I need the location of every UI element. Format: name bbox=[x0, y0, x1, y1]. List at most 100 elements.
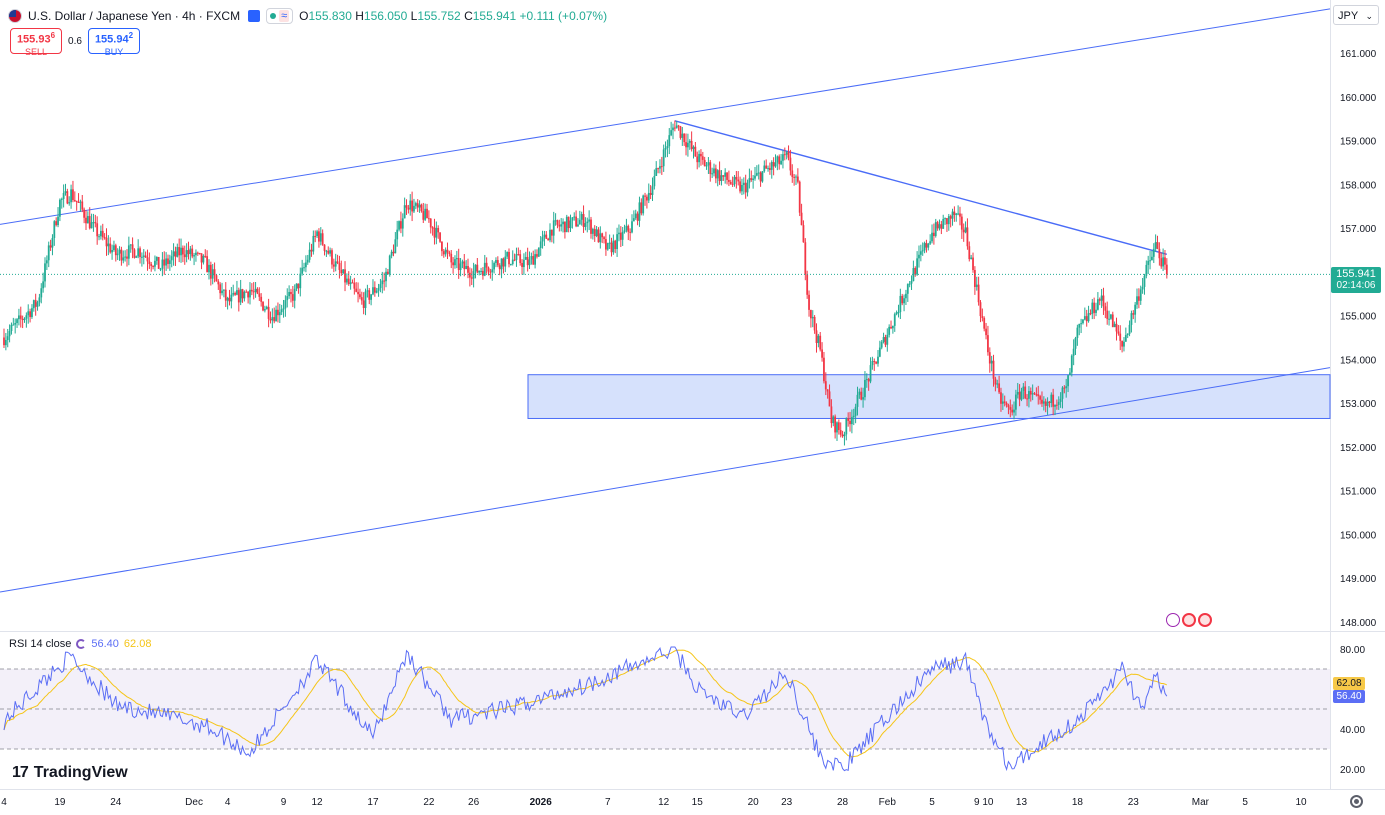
time-tick-label: Dec bbox=[185, 797, 203, 808]
candle-up bbox=[623, 230, 626, 232]
trade-panel: 155.936 SELL 0.6 155.942 BUY bbox=[10, 28, 140, 57]
candle-up bbox=[1074, 337, 1077, 349]
price-axis[interactable]: 161.000160.000159.000158.000157.000156.0… bbox=[1340, 49, 1377, 629]
candle-up bbox=[543, 234, 546, 238]
candle-up bbox=[18, 315, 20, 320]
candle-up bbox=[1067, 375, 1069, 387]
candle-down bbox=[526, 256, 529, 266]
candle-up bbox=[221, 290, 223, 294]
status-pill[interactable]: ≈ bbox=[266, 8, 294, 24]
candle-down bbox=[536, 254, 538, 257]
candle-up bbox=[118, 249, 121, 254]
visibility-icon[interactable] bbox=[248, 10, 261, 22]
price-tick-label: 148.000 bbox=[1340, 618, 1377, 629]
candle-up bbox=[127, 245, 130, 259]
candle-down bbox=[482, 270, 484, 276]
buy-button[interactable]: 155.942 BUY bbox=[88, 28, 140, 57]
candle-up bbox=[878, 347, 881, 357]
candle-down bbox=[778, 156, 781, 165]
rsi-title[interactable]: RSI 14 close bbox=[9, 638, 72, 650]
candle-down bbox=[806, 274, 809, 295]
candle-down bbox=[685, 142, 687, 148]
candle-down bbox=[75, 200, 78, 202]
candle-up bbox=[975, 284, 978, 287]
flag-icon[interactable] bbox=[1198, 613, 1212, 627]
candle-down bbox=[1098, 299, 1101, 301]
candle-up bbox=[32, 300, 35, 309]
ohlc-values: O155.830 H156.050 L155.752 C155.941 +0.1… bbox=[299, 9, 607, 23]
candle-down bbox=[245, 291, 248, 293]
candle-down bbox=[513, 259, 516, 261]
candle-down bbox=[1024, 386, 1027, 399]
sell-button[interactable]: 155.936 SELL bbox=[10, 28, 62, 57]
candle-down bbox=[353, 282, 356, 289]
flash-icon[interactable] bbox=[1166, 613, 1180, 627]
candle-up bbox=[634, 213, 637, 219]
candle-down bbox=[884, 337, 887, 345]
candle-up bbox=[1162, 257, 1165, 267]
candle-down bbox=[750, 178, 753, 180]
price-tick-label: 150.000 bbox=[1340, 530, 1377, 541]
time-tick-label: 7 bbox=[605, 797, 611, 808]
candle-down bbox=[150, 264, 153, 266]
time-tick-label: 5 bbox=[1242, 797, 1248, 808]
candle-down bbox=[318, 231, 320, 242]
candle-up bbox=[757, 172, 760, 174]
open-value: 155.830 bbox=[308, 9, 352, 23]
settings-gear-icon[interactable] bbox=[1350, 795, 1363, 808]
candle-up bbox=[480, 270, 482, 272]
rsi-legend[interactable]: RSI 14 close 56.40 62.08 bbox=[9, 638, 151, 650]
candle-up bbox=[776, 156, 779, 163]
candle-down bbox=[126, 256, 128, 259]
candle-up bbox=[68, 202, 71, 204]
candle-up bbox=[403, 205, 406, 219]
candle-down bbox=[847, 418, 850, 421]
symbol-legend[interactable]: U.S. Dollar / Japanese Yen · 4h · FXCM ≈… bbox=[8, 7, 607, 25]
candle-down bbox=[198, 252, 201, 254]
candle-up bbox=[1059, 398, 1062, 402]
time-tick-label: 12 bbox=[312, 797, 324, 808]
candle-up bbox=[230, 294, 233, 302]
candle-up bbox=[1128, 324, 1131, 334]
candle-down bbox=[66, 191, 69, 204]
candle-down bbox=[429, 218, 432, 228]
candle-down bbox=[731, 183, 734, 185]
price-tick-label: 153.000 bbox=[1340, 399, 1377, 410]
candle-up bbox=[1143, 275, 1146, 287]
candle-up bbox=[1001, 401, 1004, 404]
event-icons bbox=[1166, 613, 1212, 627]
candle-up bbox=[681, 133, 684, 138]
candle-up bbox=[996, 383, 999, 385]
candle-down bbox=[392, 251, 395, 254]
tradingview-logo[interactable]: 17 TradingView bbox=[12, 764, 128, 782]
currency-select[interactable]: JPY ⌄ bbox=[1333, 5, 1379, 25]
symbol-title[interactable]: U.S. Dollar / Japanese Yen · 4h · FXCM bbox=[28, 9, 241, 23]
time-axis[interactable]: 4 19 24 Dec 4 9 12 17 22 26 2026 7 12 15 20 23 28 Feb 5 9 10… bbox=[1, 797, 1307, 808]
candle-up bbox=[869, 365, 872, 382]
candle-up bbox=[226, 297, 229, 301]
candle-down bbox=[532, 256, 535, 265]
candle-down bbox=[191, 248, 194, 257]
candle-down bbox=[636, 213, 639, 221]
candle-down bbox=[867, 378, 870, 382]
candle-up bbox=[282, 308, 285, 310]
price-tick-label: 154.000 bbox=[1340, 355, 1377, 366]
candle-up bbox=[631, 221, 633, 233]
candle-down bbox=[373, 287, 376, 293]
candle-up bbox=[401, 218, 404, 229]
candle-up bbox=[1145, 264, 1148, 276]
candle-up bbox=[906, 284, 909, 294]
candle-down bbox=[213, 269, 216, 276]
candle-up bbox=[817, 335, 820, 343]
candle-down bbox=[722, 175, 725, 177]
candle-up bbox=[705, 165, 708, 167]
candle-down bbox=[260, 296, 263, 302]
candle-down bbox=[726, 172, 728, 180]
candle-up bbox=[398, 221, 400, 230]
candle-up bbox=[25, 315, 28, 319]
flag-icon[interactable] bbox=[1182, 613, 1196, 627]
candle-down bbox=[105, 237, 108, 247]
candle-up bbox=[720, 175, 723, 181]
candle-down bbox=[269, 318, 272, 321]
